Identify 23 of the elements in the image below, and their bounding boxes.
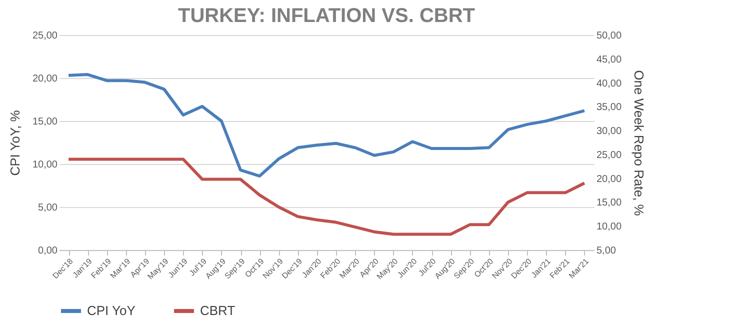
y2-tick-label: 5,00 [596,246,616,256]
y-tick-label: 25,00 [32,30,58,42]
chart-title: TURKEY: INFLATION VS. CBRT [178,5,476,27]
y-tick-label: 5,00 [38,202,58,214]
y2-tick-label: 40,00 [596,78,622,90]
y2-axis-title: One Week Repo Rate, % [632,70,647,216]
y-tick-label: 15,00 [32,116,58,128]
y-tick-label: 0,00 [38,246,58,256]
y2-tick-label: 20,00 [596,174,622,185]
line-series [67,73,586,178]
y2-tick-label: 25,00 [596,150,622,161]
legend-label: CBRT [200,303,236,318]
y-tick-label: 10,00 [32,160,58,170]
legend-label: CPI YoY [87,303,136,318]
y-tick-label: 20,00 [32,74,58,84]
y2-tick-label: 30,00 [596,126,622,138]
y2-tick-label: 50,00 [596,30,622,42]
y2-tick-label: 35,00 [596,102,622,114]
line-series [67,158,586,236]
y-axis-title: CPI YoY, % [7,110,22,176]
y2-tick-label: 45,00 [596,54,622,66]
y2-tick-label: 10,00 [596,222,622,233]
y2-tick-label: 15,00 [596,198,622,209]
